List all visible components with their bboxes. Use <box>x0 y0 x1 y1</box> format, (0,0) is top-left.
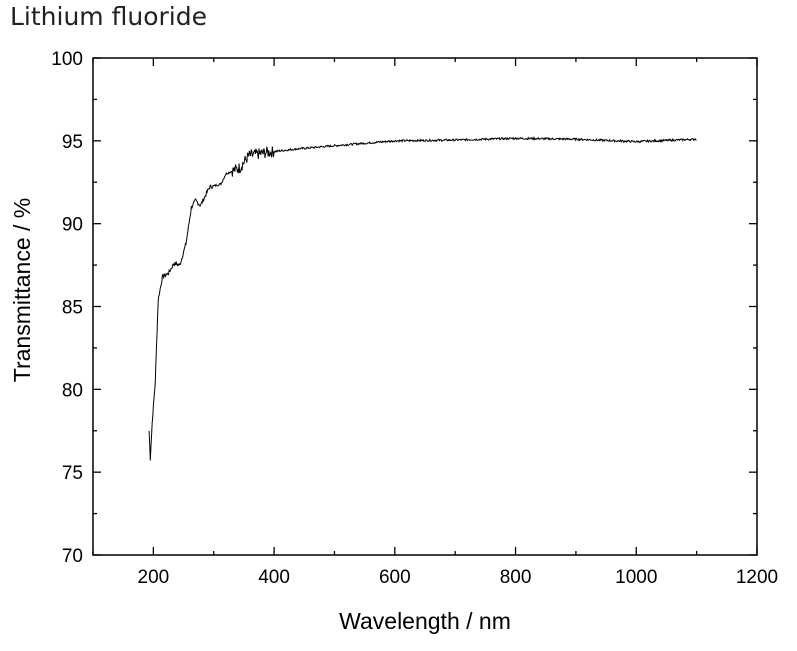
x-tick-label: 1200 <box>736 567 778 588</box>
x-tick-label: 400 <box>258 567 290 588</box>
chart-title: Lithium fluoride <box>10 2 207 31</box>
x-axis-label: Wavelength / nm <box>339 608 511 634</box>
x-tick-label: 1000 <box>615 567 657 588</box>
y-tick-label: 80 <box>62 380 83 401</box>
x-tick-label: 600 <box>379 567 411 588</box>
transmittance-line <box>148 136 697 461</box>
x-tick-label: 800 <box>500 567 532 588</box>
y-tick-label: 75 <box>62 463 83 484</box>
y-tick-label: 85 <box>62 298 83 319</box>
y-axis-label: Transmittance / % <box>9 198 35 382</box>
y-tick-label: 70 <box>62 546 83 567</box>
plot-frame <box>92 57 758 556</box>
y-tick-label: 95 <box>62 132 83 153</box>
y-tick-label: 90 <box>62 215 83 236</box>
y-tick-label: 100 <box>51 49 83 70</box>
x-tick-label: 200 <box>138 567 170 588</box>
